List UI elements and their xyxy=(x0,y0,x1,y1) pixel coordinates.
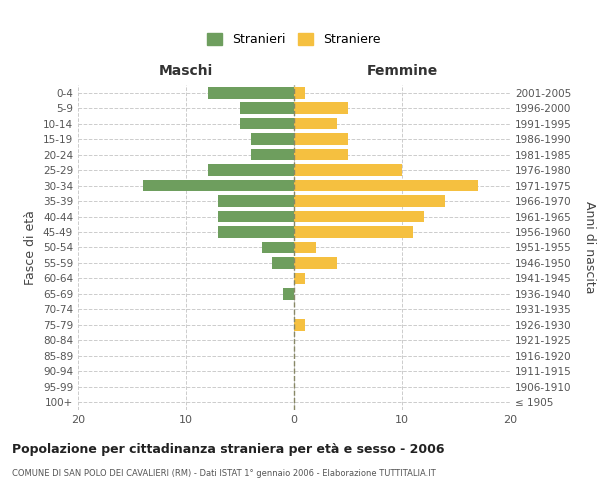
Text: Popolazione per cittadinanza straniera per età e sesso - 2006: Popolazione per cittadinanza straniera p… xyxy=(12,442,445,456)
Bar xyxy=(283,288,294,300)
Bar xyxy=(294,180,478,192)
Bar xyxy=(294,226,413,238)
Bar xyxy=(143,180,294,192)
Bar xyxy=(294,134,348,145)
Bar xyxy=(240,102,294,114)
Bar xyxy=(294,210,424,222)
Bar xyxy=(240,118,294,130)
Bar xyxy=(294,164,402,176)
Bar xyxy=(251,134,294,145)
Bar xyxy=(294,149,348,160)
Bar xyxy=(294,272,305,284)
Bar xyxy=(208,87,294,99)
Text: Femmine: Femmine xyxy=(367,64,437,78)
Bar xyxy=(294,319,305,330)
Text: Maschi: Maschi xyxy=(159,64,213,78)
Y-axis label: Anni di nascita: Anni di nascita xyxy=(583,201,596,294)
Bar xyxy=(218,196,294,207)
Bar xyxy=(251,149,294,160)
Bar xyxy=(218,226,294,238)
Bar xyxy=(294,102,348,114)
Text: COMUNE DI SAN POLO DEI CAVALIERI (RM) - Dati ISTAT 1° gennaio 2006 - Elaborazion: COMUNE DI SAN POLO DEI CAVALIERI (RM) - … xyxy=(12,469,436,478)
Bar xyxy=(218,210,294,222)
Bar xyxy=(272,257,294,269)
Bar xyxy=(294,242,316,254)
Bar xyxy=(208,164,294,176)
Legend: Stranieri, Straniere: Stranieri, Straniere xyxy=(207,33,381,46)
Y-axis label: Fasce di età: Fasce di età xyxy=(25,210,37,285)
Bar xyxy=(294,196,445,207)
Bar xyxy=(294,87,305,99)
Bar xyxy=(294,118,337,130)
Bar xyxy=(262,242,294,254)
Bar xyxy=(294,257,337,269)
